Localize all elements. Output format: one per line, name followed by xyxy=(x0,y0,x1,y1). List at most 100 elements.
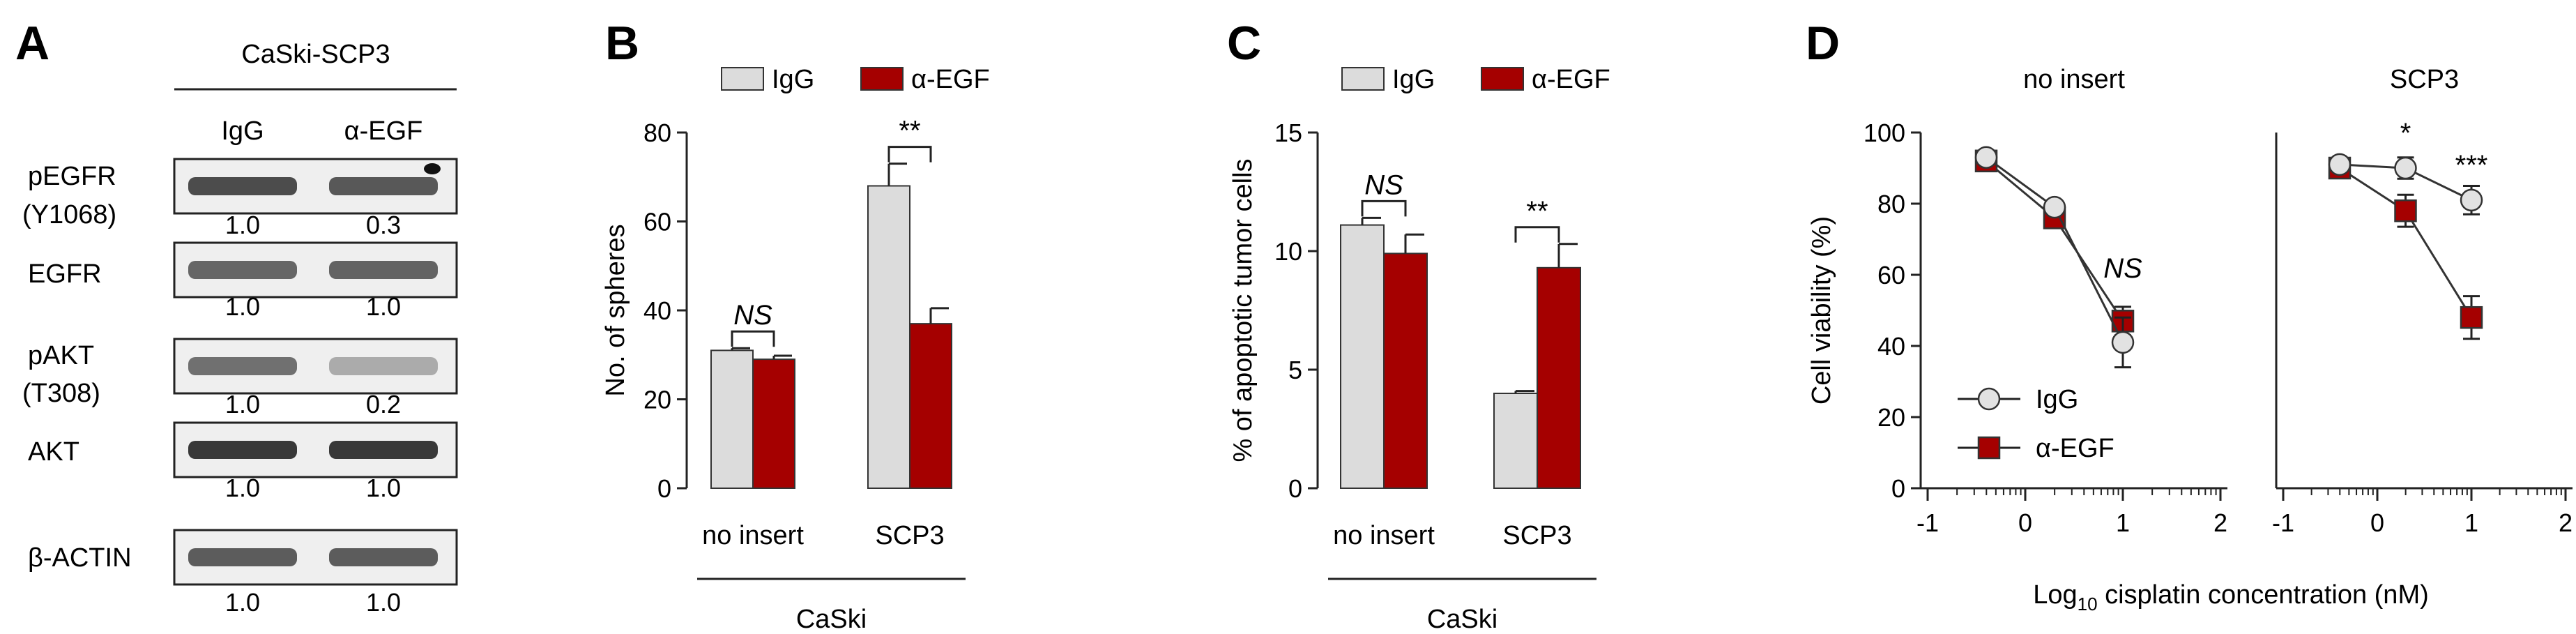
significance-label: * xyxy=(2400,118,2411,149)
y-tick-label: 40 xyxy=(643,296,671,325)
blot-band xyxy=(188,548,297,566)
blot-value: 1.0 xyxy=(366,588,401,617)
legend-label: α-EGF xyxy=(1532,65,1610,94)
significance-label: NS xyxy=(733,300,772,331)
significance-bracket xyxy=(1514,226,1560,243)
legend-swatch xyxy=(721,67,764,91)
series-line xyxy=(1986,156,2124,343)
group-label: CaSki xyxy=(1427,605,1497,634)
group-label: CaSki xyxy=(796,605,867,634)
y-axis-label: No. of spheres xyxy=(601,224,630,396)
panel-letter-b: B xyxy=(605,17,639,70)
data-point-circle xyxy=(2394,156,2417,180)
x-tick-label: 2 xyxy=(2559,508,2573,537)
data-point-circle xyxy=(2043,195,2066,219)
bar xyxy=(1493,393,1538,489)
significance-label: NS xyxy=(2103,253,2142,284)
y-tick-label: 15 xyxy=(1274,119,1302,147)
significance-label: ** xyxy=(899,116,920,146)
blot-band xyxy=(188,177,297,195)
panel-b-bar-chart: IgG α-EGF 0 20 40 60 80 No. of spheres no insert… xyxy=(601,65,990,634)
x-tick-label: 0 xyxy=(2370,508,2384,537)
significance-bracket xyxy=(1361,199,1407,217)
legend-label: IgG xyxy=(772,65,814,94)
blot-band xyxy=(329,357,438,375)
blot-band xyxy=(188,441,297,459)
blot-artifact xyxy=(424,163,441,174)
x-category-label: no insert xyxy=(1333,521,1435,550)
data-point-square xyxy=(2394,199,2417,222)
panel-letter-a: A xyxy=(15,17,49,70)
blot-value: 1.0 xyxy=(225,292,260,321)
x-tick-label: -1 xyxy=(1916,508,1939,537)
x-axis-label-subscript: 10 xyxy=(2078,594,2098,614)
blot-band xyxy=(188,261,297,279)
bar xyxy=(1340,224,1385,489)
significance-label: NS xyxy=(1364,169,1403,200)
blot-value: 0.2 xyxy=(366,390,401,418)
x-axis-label: Log10 cisplatin concentration (nM) xyxy=(2033,580,2429,614)
data-point-square xyxy=(2460,305,2483,329)
significance-bracket xyxy=(731,330,775,347)
legend-swatch xyxy=(1341,67,1385,91)
bar xyxy=(867,185,910,489)
x-tick-label: -1 xyxy=(2272,508,2294,537)
x-category-label: SCP3 xyxy=(875,521,944,550)
blot-label: EGFR xyxy=(28,259,102,289)
x-axis-label-main: Log xyxy=(2033,580,2077,610)
panel-a-western-blot: CaSki-SCP3 IgG α-EGF pEGFR (Y1068) 1.0 0.3 EGFR… xyxy=(22,40,458,617)
blot-label: β-ACTIN xyxy=(28,543,132,573)
x-axis-label-rest: cisplatin concentration (nM) xyxy=(2098,580,2429,610)
blot-band xyxy=(329,261,438,279)
y-tick-label: 60 xyxy=(1877,261,1905,289)
x-tick-label: 1 xyxy=(2116,508,2130,537)
y-axis-label: % of apoptotic tumor cells xyxy=(1228,158,1258,462)
y-tick-label: 100 xyxy=(1864,119,1905,147)
blot-value: 1.0 xyxy=(225,474,260,502)
panel-c-bar-chart: IgG α-EGF 0 5 10 15 % of apoptotic tumor cells… xyxy=(1228,65,1610,634)
legend-label: α-EGF xyxy=(911,65,990,94)
x-category-label: SCP3 xyxy=(1502,521,1571,550)
data-point-circle xyxy=(1974,146,1998,169)
data-point-circle xyxy=(2328,153,2352,176)
data-point-circle xyxy=(2460,188,2483,212)
blot-sublabel: (T308) xyxy=(22,379,100,408)
significance-label: ** xyxy=(1526,196,1548,227)
y-tick-label: 0 xyxy=(657,474,671,503)
blot-band xyxy=(329,548,438,566)
bar xyxy=(710,349,754,489)
y-tick-label: 0 xyxy=(1288,474,1302,503)
bar xyxy=(752,358,795,489)
y-tick-label: 10 xyxy=(1274,237,1302,266)
bar xyxy=(1537,266,1581,489)
blot-band xyxy=(329,177,438,195)
significance-bracket xyxy=(887,146,932,163)
blot-sublabel: (Y1068) xyxy=(22,200,116,229)
y-tick-label: 40 xyxy=(1877,332,1905,361)
legend-marker-circle xyxy=(1977,387,2001,411)
x-tick-label: 2 xyxy=(2213,508,2227,537)
y-tick-label: 60 xyxy=(643,208,671,236)
blot-value: 1.0 xyxy=(225,588,260,617)
legend-label: IgG xyxy=(2036,385,2078,414)
bar xyxy=(1383,252,1428,489)
legend-marker-square xyxy=(1977,436,2001,460)
subplot-title: SCP3 xyxy=(2390,65,2459,94)
bar xyxy=(909,323,952,489)
blot-band xyxy=(188,357,297,375)
blot-value: 0.3 xyxy=(366,211,401,239)
series-line xyxy=(1986,160,2124,322)
legend-swatch xyxy=(1481,67,1524,91)
blot-label: AKT xyxy=(28,437,79,467)
y-tick-label: 80 xyxy=(643,119,671,147)
lane-label: IgG xyxy=(221,116,264,146)
panel-letter-c: C xyxy=(1227,17,1261,70)
y-tick-label: 5 xyxy=(1288,356,1302,384)
blot-band xyxy=(329,441,438,459)
blot-value: 1.0 xyxy=(225,211,260,239)
legend-label: IgG xyxy=(1392,65,1435,94)
y-axis-label: Cell viability (%) xyxy=(1807,216,1836,405)
data-point-circle xyxy=(2111,331,2135,354)
blot-value: 1.0 xyxy=(366,474,401,502)
